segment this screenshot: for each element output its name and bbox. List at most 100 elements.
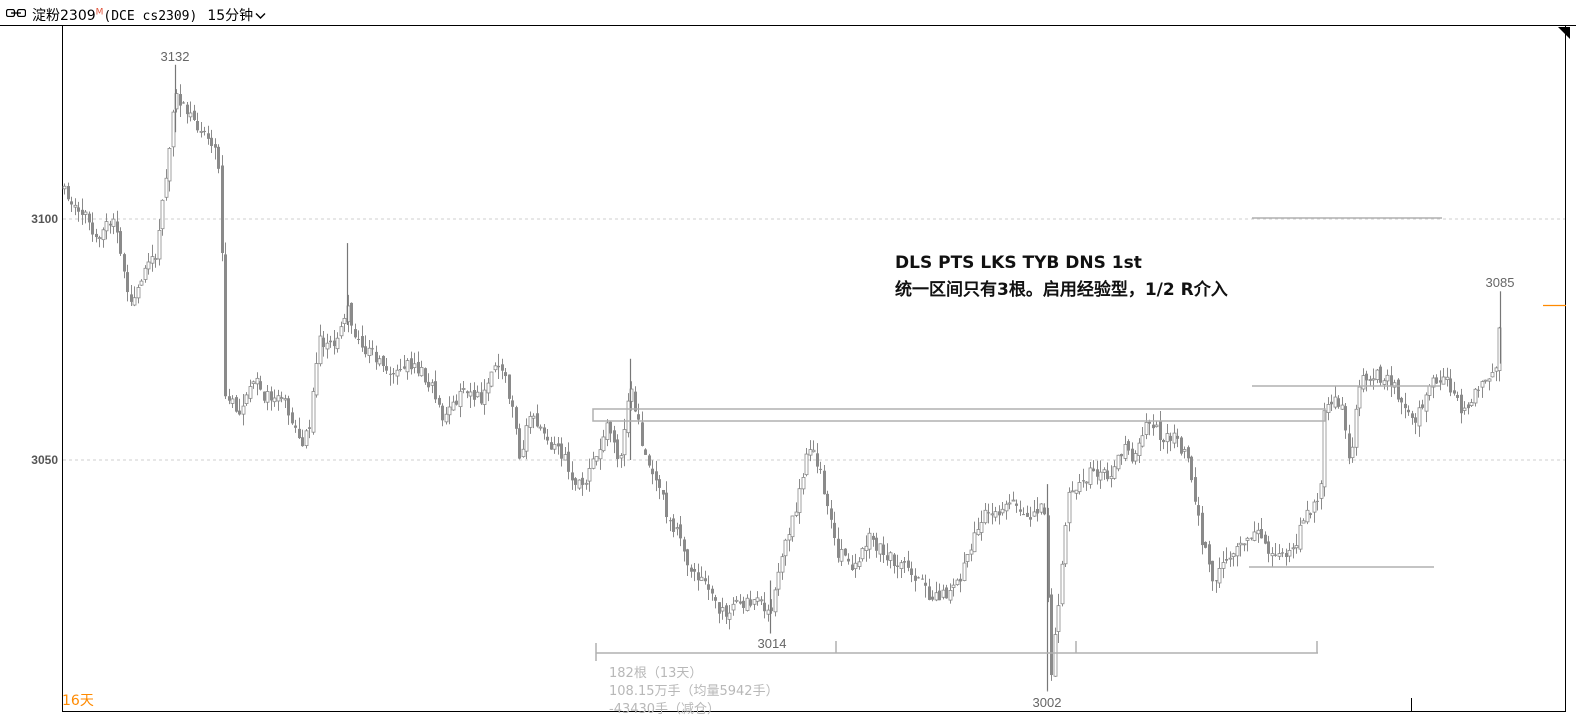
candle-body [1217,568,1222,584]
candle-body [857,561,862,567]
candle-body [1172,432,1177,444]
candle-body [354,329,357,338]
candle-body [1201,512,1204,546]
candle-body [1162,439,1165,443]
candle-body [1082,480,1085,482]
candle-body [690,567,693,572]
candle-body [1291,547,1296,550]
candle-body [493,365,498,371]
candle-body [123,254,126,272]
candle-body [1407,409,1410,413]
symbol-title[interactable]: 淀粉2309M(DCE cs2309) 15分钟 [32,5,266,25]
annotation-line-1: DLS PTS LKS TYB DNS 1st [895,253,1142,273]
candle-body [179,94,182,106]
candle-body [704,578,707,582]
candle-body [742,600,745,608]
candle-body [468,391,473,397]
candle-body [375,351,378,363]
candle-body [560,443,563,459]
candle-body [948,590,953,601]
candle-body [62,185,67,190]
candle-body [1096,469,1099,477]
candle-body [308,427,311,429]
link-icon[interactable] [6,9,26,17]
candle-body [1000,508,1005,514]
candle-body [1309,513,1312,515]
candle-body [248,386,253,399]
candle-body [655,471,658,481]
candle-body [1441,376,1446,385]
candle-body [255,377,260,385]
candle-body [311,391,316,433]
candle-body [1092,468,1095,472]
candle-body [598,449,603,460]
candle-body [934,592,939,601]
candle-body [1421,404,1424,408]
candle-body [1211,560,1214,582]
candle-body [318,335,323,365]
candle-body [528,416,533,428]
candle-body [361,336,364,348]
candle-body [543,427,546,434]
candle-body [801,477,806,490]
candle-body [217,146,220,169]
candle-body [259,381,262,390]
candle-body [1392,382,1397,388]
candle-body [405,360,410,373]
candle-body [574,478,577,485]
low-price-label-bottom: 3002 [1033,695,1062,710]
chevron-down-icon[interactable] [255,12,266,20]
candle-body [444,413,449,423]
candle-body [616,439,619,460]
candle-body [294,425,297,428]
candle-body [1305,509,1310,523]
candle-body [770,607,773,612]
candle-body [314,363,319,396]
candle-body [489,371,494,387]
candle-body [683,539,686,552]
candle-body [97,237,102,240]
candle-body [1319,483,1324,499]
candle-body [1165,433,1170,443]
candle-body [150,256,155,264]
candle-body [458,390,463,408]
candle-body [1260,528,1263,539]
candle-body [1074,489,1079,494]
candle-body [1231,553,1236,557]
candle-body [794,511,799,516]
candle-body [482,389,487,405]
candle-body [430,382,435,386]
candlestick-chart[interactable]: 3100 3050 3132 3014 3002 3085 DLS PTS LKS… [0,26,1576,715]
candle-body [466,391,469,394]
candle-body [265,391,270,403]
candle-body [1047,515,1050,598]
candle-body [808,449,813,456]
candle-body [279,397,284,399]
candle-body [167,148,172,182]
high-price-label-right: 3085 [1486,275,1515,290]
candle-body [536,413,539,427]
period-selector[interactable]: 15分钟 [207,8,266,24]
candle-body [619,455,624,459]
candle-body [438,397,441,405]
candle-body [979,522,984,533]
candle-body [938,590,941,601]
candle-body [1385,374,1390,382]
candle-body [945,587,948,599]
candle-body [1225,559,1228,561]
candle-body [235,397,238,412]
candle-body [686,549,689,566]
candle-body [637,414,640,420]
candle-body [228,396,231,401]
candle-body [910,568,913,576]
candle-body [1344,406,1347,431]
candle-body [157,229,162,260]
candle-body [819,468,822,470]
candle-body [1264,534,1267,544]
candle-body [622,429,627,456]
candle-body [287,398,290,416]
candle-body [515,407,518,429]
candle-body [1221,562,1226,569]
candle-body [1019,509,1022,512]
candle-body [399,369,402,371]
